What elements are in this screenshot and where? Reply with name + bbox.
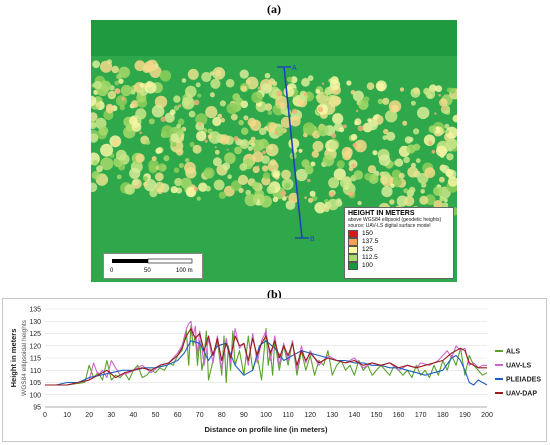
x-tick-label: 130: [326, 412, 338, 419]
series-line-als: [45, 325, 488, 386]
y-tick-label: 130: [29, 319, 41, 326]
x-tick-label: 200: [481, 412, 493, 419]
panel-label-b: (b): [267, 287, 282, 301]
legend-class: 137.5: [348, 237, 450, 246]
x-tick-label: 90: [240, 412, 248, 419]
x-tick-label: 30: [107, 412, 115, 419]
x-tick-label: 70: [196, 412, 204, 419]
x-tick-label: 100: [260, 412, 272, 419]
legend-class: 125: [348, 245, 450, 254]
legend-class-label: 125: [362, 246, 373, 253]
x-tick-label: 180: [437, 412, 449, 419]
x-tick-label: 10: [63, 412, 71, 419]
legend-label-uav-ls: UAV-LS: [506, 363, 531, 370]
x-tick-label: 150: [371, 412, 383, 419]
y-axis-label: Height in meters: [9, 329, 18, 388]
legend-label-pleiades: PLEIADES: [506, 377, 541, 384]
y-tick-label: 120: [29, 343, 41, 350]
x-tick-label: 40: [130, 412, 138, 419]
legend-class-label: 100: [362, 262, 373, 269]
x-tick-label: 80: [218, 412, 226, 419]
legend-class: 150: [348, 229, 450, 238]
legend-class: 100: [348, 261, 450, 270]
profile-point-a: A: [292, 65, 297, 72]
x-tick-label: 50: [152, 412, 160, 419]
legend-label-uav-dap: UAV-DAP: [506, 391, 537, 398]
x-tick-label: 120: [304, 412, 316, 419]
scale-label-100: 100 m: [176, 268, 193, 274]
x-axis-label: Distance on profile line (in meters): [205, 425, 328, 434]
scale-segment-black: [112, 259, 148, 263]
scale-segment-white: [147, 258, 193, 264]
y-axis-sublabel: WGS84 ellipsoidal heights: [21, 319, 28, 396]
legend-class-label: 112.5: [362, 254, 378, 261]
legend-swatch: [348, 237, 358, 246]
panel-label-a: (a): [267, 2, 281, 16]
legend-classes: 150 137.5 125 112.5 100: [348, 229, 450, 270]
legend-subtitle-source: source: UAV-LS digital surface model: [348, 223, 431, 229]
profile-line: [283, 66, 303, 239]
height-profile-chart: 95 100 105 110 115 120 125 130 135 0 10 20 30 40 50 60 7…: [2, 298, 547, 442]
legend-swatch: [348, 245, 358, 254]
x-tick-label: 170: [415, 412, 427, 419]
scale-label-50: 50: [144, 268, 151, 274]
x-tick-label: 110: [283, 412, 294, 419]
legend-swatch: [348, 253, 358, 262]
legend-label-als: ALS: [506, 349, 520, 356]
x-tick-label: 0: [43, 412, 47, 419]
y-tick-label: 110: [30, 368, 41, 375]
legend-swatch: [348, 261, 358, 270]
dsm-map-image: AB: [91, 20, 457, 282]
series-line-uav-dap: [45, 328, 487, 386]
x-tick-label: 160: [393, 412, 405, 419]
x-tick-label: 190: [459, 412, 471, 419]
legend-class: 112.5: [348, 253, 450, 262]
y-tick-label: 105: [29, 380, 41, 387]
x-tick-label: 20: [85, 412, 93, 419]
height-legend: HEIGHT IN METERS above WGS84 ellipsoid (…: [344, 207, 454, 279]
x-tick-label: 140: [349, 412, 361, 419]
legend-swatch: [348, 229, 358, 238]
y-tick-label: 115: [30, 356, 41, 363]
y-tick-label: 95: [33, 405, 41, 412]
legend-class-label: 150: [362, 230, 373, 237]
scale-bar: 0 50 100 m: [103, 253, 203, 279]
y-tick-label: 100: [29, 392, 41, 399]
height-profile-plot: 95 100 105 110 115 120 125 130 135 0 10 20 30 40 50 60 7…: [9, 307, 541, 435]
map-band-north: [91, 20, 457, 56]
legend-class-label: 137.5: [362, 238, 379, 245]
legend-title: HEIGHT IN METERS: [348, 210, 415, 217]
x-tick-label: 60: [174, 412, 182, 419]
scale-label-0: 0: [110, 268, 114, 274]
y-tick-label: 135: [29, 307, 41, 314]
profile-point-b: B: [310, 236, 315, 243]
canopy-clusters: [91, 59, 457, 221]
y-tick-label: 125: [29, 331, 41, 338]
legend-subtitle-ellipsoid: above WGS84 ellipsoid (geodetic heights): [348, 217, 442, 223]
